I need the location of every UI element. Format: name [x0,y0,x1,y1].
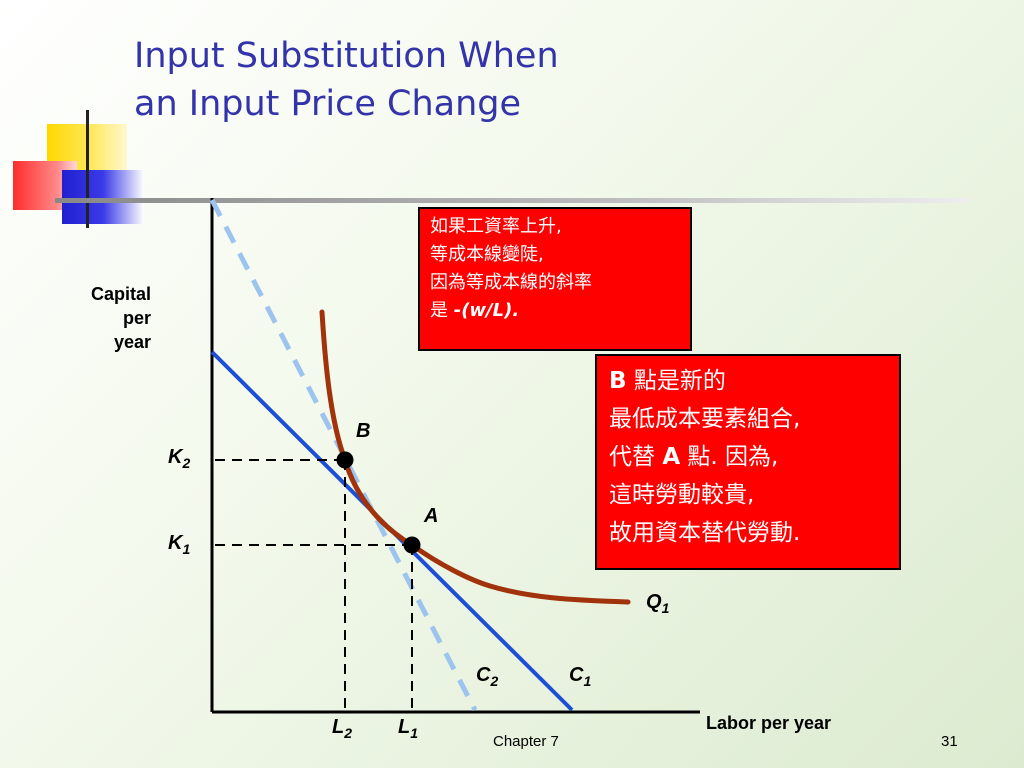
title-divider [55,198,970,203]
callout-new-line-3-pre: 代替 [609,444,663,470]
y-axis-label: Capital per year [41,282,151,354]
title-line-2: an Input Price Change [134,84,522,124]
c1-label-main: C [569,664,584,686]
x-axis-label: Labor per year [706,713,832,733]
callout-wage-line-1: 如果工資率上升, [430,216,562,237]
callout-new-line-1-rest: 點是新的 [626,368,726,394]
c1-label: C1 [569,664,591,689]
point-a-label: A [424,505,439,527]
k2-label-main: K [168,446,183,468]
c2-label-main: C [476,664,491,686]
y-axis-label-line-3: year [113,332,151,352]
c2-label: C2 [476,664,498,689]
callout-new-line-2: 最低成本要素組合, [609,406,801,432]
title-line-1: Input Substitution When [134,36,559,76]
point-b [336,451,354,469]
callout-new-line-1: B 點是新的 [609,362,899,400]
decor-vertical-line [86,110,89,228]
q1-label-sub: 1 [661,600,670,616]
l2-label-main: L [332,716,345,738]
callout-point-a: A [662,444,681,470]
callout-wage-line-3: 因為等成本線的斜率 [430,272,592,293]
k2-label: K2 [168,446,190,471]
callout-new-line-3: 代替 A 點. 因為, [609,438,899,476]
callout-wage-rate: 如果工資率上升, 等成本線變陡, 因為等成本線的斜率 是 -(w/L). [418,207,692,351]
slope-formula: -(w/L). [453,300,520,321]
footer-page-number: 31 [941,733,958,750]
y-axis-label-line-2: per [122,308,151,328]
callout-new-line-4: 這時勞動較貴, [609,482,755,508]
k1-label-main: K [168,532,183,554]
l2-label: L2 [332,716,352,741]
k2-label-sub: 2 [182,455,191,471]
callout-new-line-5: 故用資本替代勞動. [609,520,801,546]
l2-label-sub: 2 [344,725,353,741]
callout-new-line-3-post: 點. 因為, [680,444,779,470]
c1-label-sub: 1 [583,673,592,689]
callout-wage-line-4: 是 -(w/L). [430,297,690,325]
l1-label-sub: 1 [410,725,419,741]
point-b-label: B [356,420,371,442]
footer-chapter: Chapter 7 [493,733,559,750]
q1-label: Q1 [646,591,669,616]
point-a [403,536,421,554]
slide-title: Input Substitution When an Input Price C… [134,32,559,128]
l1-label: L1 [398,716,418,741]
decor-blue-square [62,170,144,224]
callout-point-b: B [609,368,627,394]
l1-label-main: L [398,716,411,738]
isoquant-curve-q1 [319,309,631,605]
y-axis-label-line-1: Capital [90,284,151,304]
c2-label-sub: 2 [490,673,499,689]
callout-new-combination: B 點是新的 最低成本要素組合, 代替 A 點. 因為, 這時勞動較貴, 故用資… [595,354,901,570]
q1-label-main: Q [646,591,662,613]
callout-wage-line-4-prefix: 是 [430,300,454,321]
callout-wage-line-2: 等成本線變陡, [430,244,544,265]
k1-label: K1 [168,532,190,557]
k1-label-sub: 1 [182,541,191,557]
